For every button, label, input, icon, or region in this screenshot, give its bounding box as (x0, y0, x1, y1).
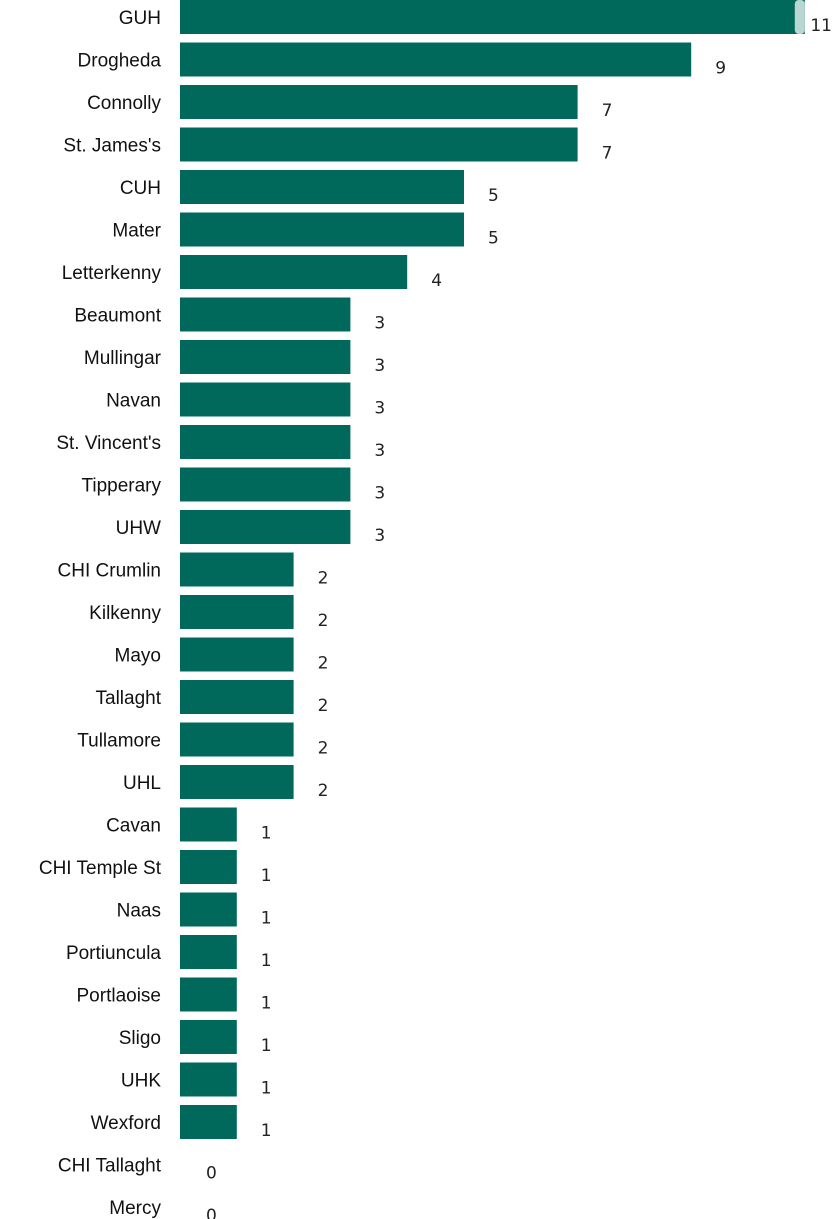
bar-beaumont[interactable] (180, 297, 351, 332)
category-label-letterkenny: Letterkenny (62, 263, 162, 284)
value-label-uhl: 2 (318, 781, 329, 801)
bar-chi-crumlin[interactable] (180, 552, 294, 587)
category-label-navan: Navan (106, 391, 161, 412)
category-label-drogheda: Drogheda (78, 51, 162, 72)
category-label-st-james-s: St. James's (63, 136, 161, 157)
bar-portlaoise[interactable] (180, 977, 237, 1012)
category-label-naas: Naas (117, 901, 161, 922)
value-label-drogheda: 9 (715, 59, 726, 79)
value-label-letterkenny: 4 (431, 271, 442, 291)
value-label-tallaght: 2 (318, 696, 329, 716)
bar-tullamore[interactable] (180, 722, 294, 757)
bar-naas[interactable] (180, 892, 237, 927)
bar-st-vincent-s[interactable] (180, 425, 351, 459)
category-label-uhk: UHK (121, 1071, 161, 1092)
bar-cavan[interactable] (180, 807, 237, 842)
category-label-kilkenny: Kilkenny (89, 603, 161, 624)
category-labels-group: GUH Drogheda Connolly St. James's CUH Mater Le… (39, 8, 162, 1219)
value-label-sligo: 1 (261, 1036, 272, 1056)
bar-cuh[interactable] (180, 170, 464, 204)
value-label-cuh: 5 (488, 186, 499, 206)
value-label-tullamore: 2 (318, 739, 329, 759)
bar-chi-temple-st[interactable] (180, 850, 237, 884)
category-label-portiuncula: Portiuncula (66, 943, 161, 964)
bar-mayo[interactable] (180, 637, 294, 672)
category-label-mullingar: Mullingar (84, 348, 162, 369)
category-label-mayo: Mayo (115, 646, 161, 667)
value-label-portiuncula: 1 (261, 951, 272, 971)
value-label-portlaoise: 1 (261, 994, 272, 1014)
bar-guh[interactable] (180, 0, 805, 34)
bars-group (180, 0, 805, 1139)
bar-st-james-s[interactable] (180, 127, 578, 162)
value-label-navan: 3 (374, 399, 385, 419)
value-label-uhw: 3 (374, 526, 385, 546)
bar-mullingar[interactable] (180, 340, 351, 374)
category-label-tallaght: Tallaght (96, 688, 162, 709)
category-label-tipperary: Tipperary (81, 476, 161, 497)
value-label-mercy: 0 (206, 1206, 217, 1219)
value-label-connolly: 7 (602, 101, 613, 121)
value-label-kilkenny: 2 (318, 611, 329, 631)
bar-tallaght[interactable] (180, 680, 294, 714)
bar-sligo[interactable] (180, 1020, 237, 1054)
category-label-mater: Mater (112, 221, 161, 242)
bar-mater[interactable] (180, 212, 464, 247)
category-label-portlaoise: Portlaoise (77, 986, 162, 1007)
value-label-cavan: 1 (261, 824, 272, 844)
value-label-mullingar: 3 (374, 356, 385, 376)
value-label-naas: 1 (261, 909, 272, 929)
category-label-mercy: Mercy (109, 1198, 161, 1219)
category-label-wexford: Wexford (91, 1113, 161, 1134)
category-label-st-vincent-s: St. Vincent's (56, 433, 161, 454)
value-label-chi-temple-st: 1 (261, 866, 272, 886)
bar-connolly[interactable] (180, 85, 578, 119)
bar-wexford[interactable] (180, 1105, 237, 1139)
value-label-st-vincent-s: 3 (374, 441, 385, 461)
category-label-chi-temple-st: CHI Temple St (39, 858, 162, 879)
bar-tipperary[interactable] (180, 467, 351, 502)
value-label-mayo: 2 (318, 654, 329, 674)
bar-portiuncula[interactable] (180, 935, 237, 969)
bar-navan[interactable] (180, 382, 351, 417)
bar-uhk[interactable] (180, 1062, 237, 1097)
category-label-guh: GUH (119, 8, 161, 29)
category-label-cuh: CUH (120, 178, 161, 199)
category-label-chi-tallaght: CHI Tallaght (58, 1156, 162, 1177)
category-label-uhw: UHW (116, 518, 161, 539)
value-label-chi-crumlin: 2 (318, 569, 329, 589)
bar-letterkenny[interactable] (180, 255, 408, 289)
category-label-tullamore: Tullamore (77, 731, 161, 752)
value-label-st-james-s: 7 (602, 144, 613, 164)
category-label-chi-crumlin: CHI Crumlin (58, 561, 161, 582)
value-label-tipperary: 3 (374, 484, 385, 504)
bar-uhl[interactable] (180, 765, 294, 799)
value-label-beaumont: 3 (374, 314, 385, 334)
value-label-chi-tallaght: 0 (206, 1164, 217, 1184)
category-label-sligo: Sligo (119, 1028, 161, 1049)
value-label-guh: 11 (810, 16, 832, 36)
bar-highlight-indicator (794, 0, 805, 34)
bar-kilkenny[interactable] (180, 595, 294, 629)
category-label-connolly: Connolly (87, 93, 161, 114)
category-label-beaumont: Beaumont (74, 306, 161, 327)
value-label-uhk: 1 (261, 1079, 272, 1099)
value-label-wexford: 1 (261, 1121, 272, 1141)
value-label-mater: 5 (488, 229, 499, 249)
bar-drogheda[interactable] (180, 42, 692, 77)
category-label-uhl: UHL (123, 773, 161, 794)
bar-uhw[interactable] (180, 510, 351, 544)
category-label-cavan: Cavan (106, 816, 161, 837)
